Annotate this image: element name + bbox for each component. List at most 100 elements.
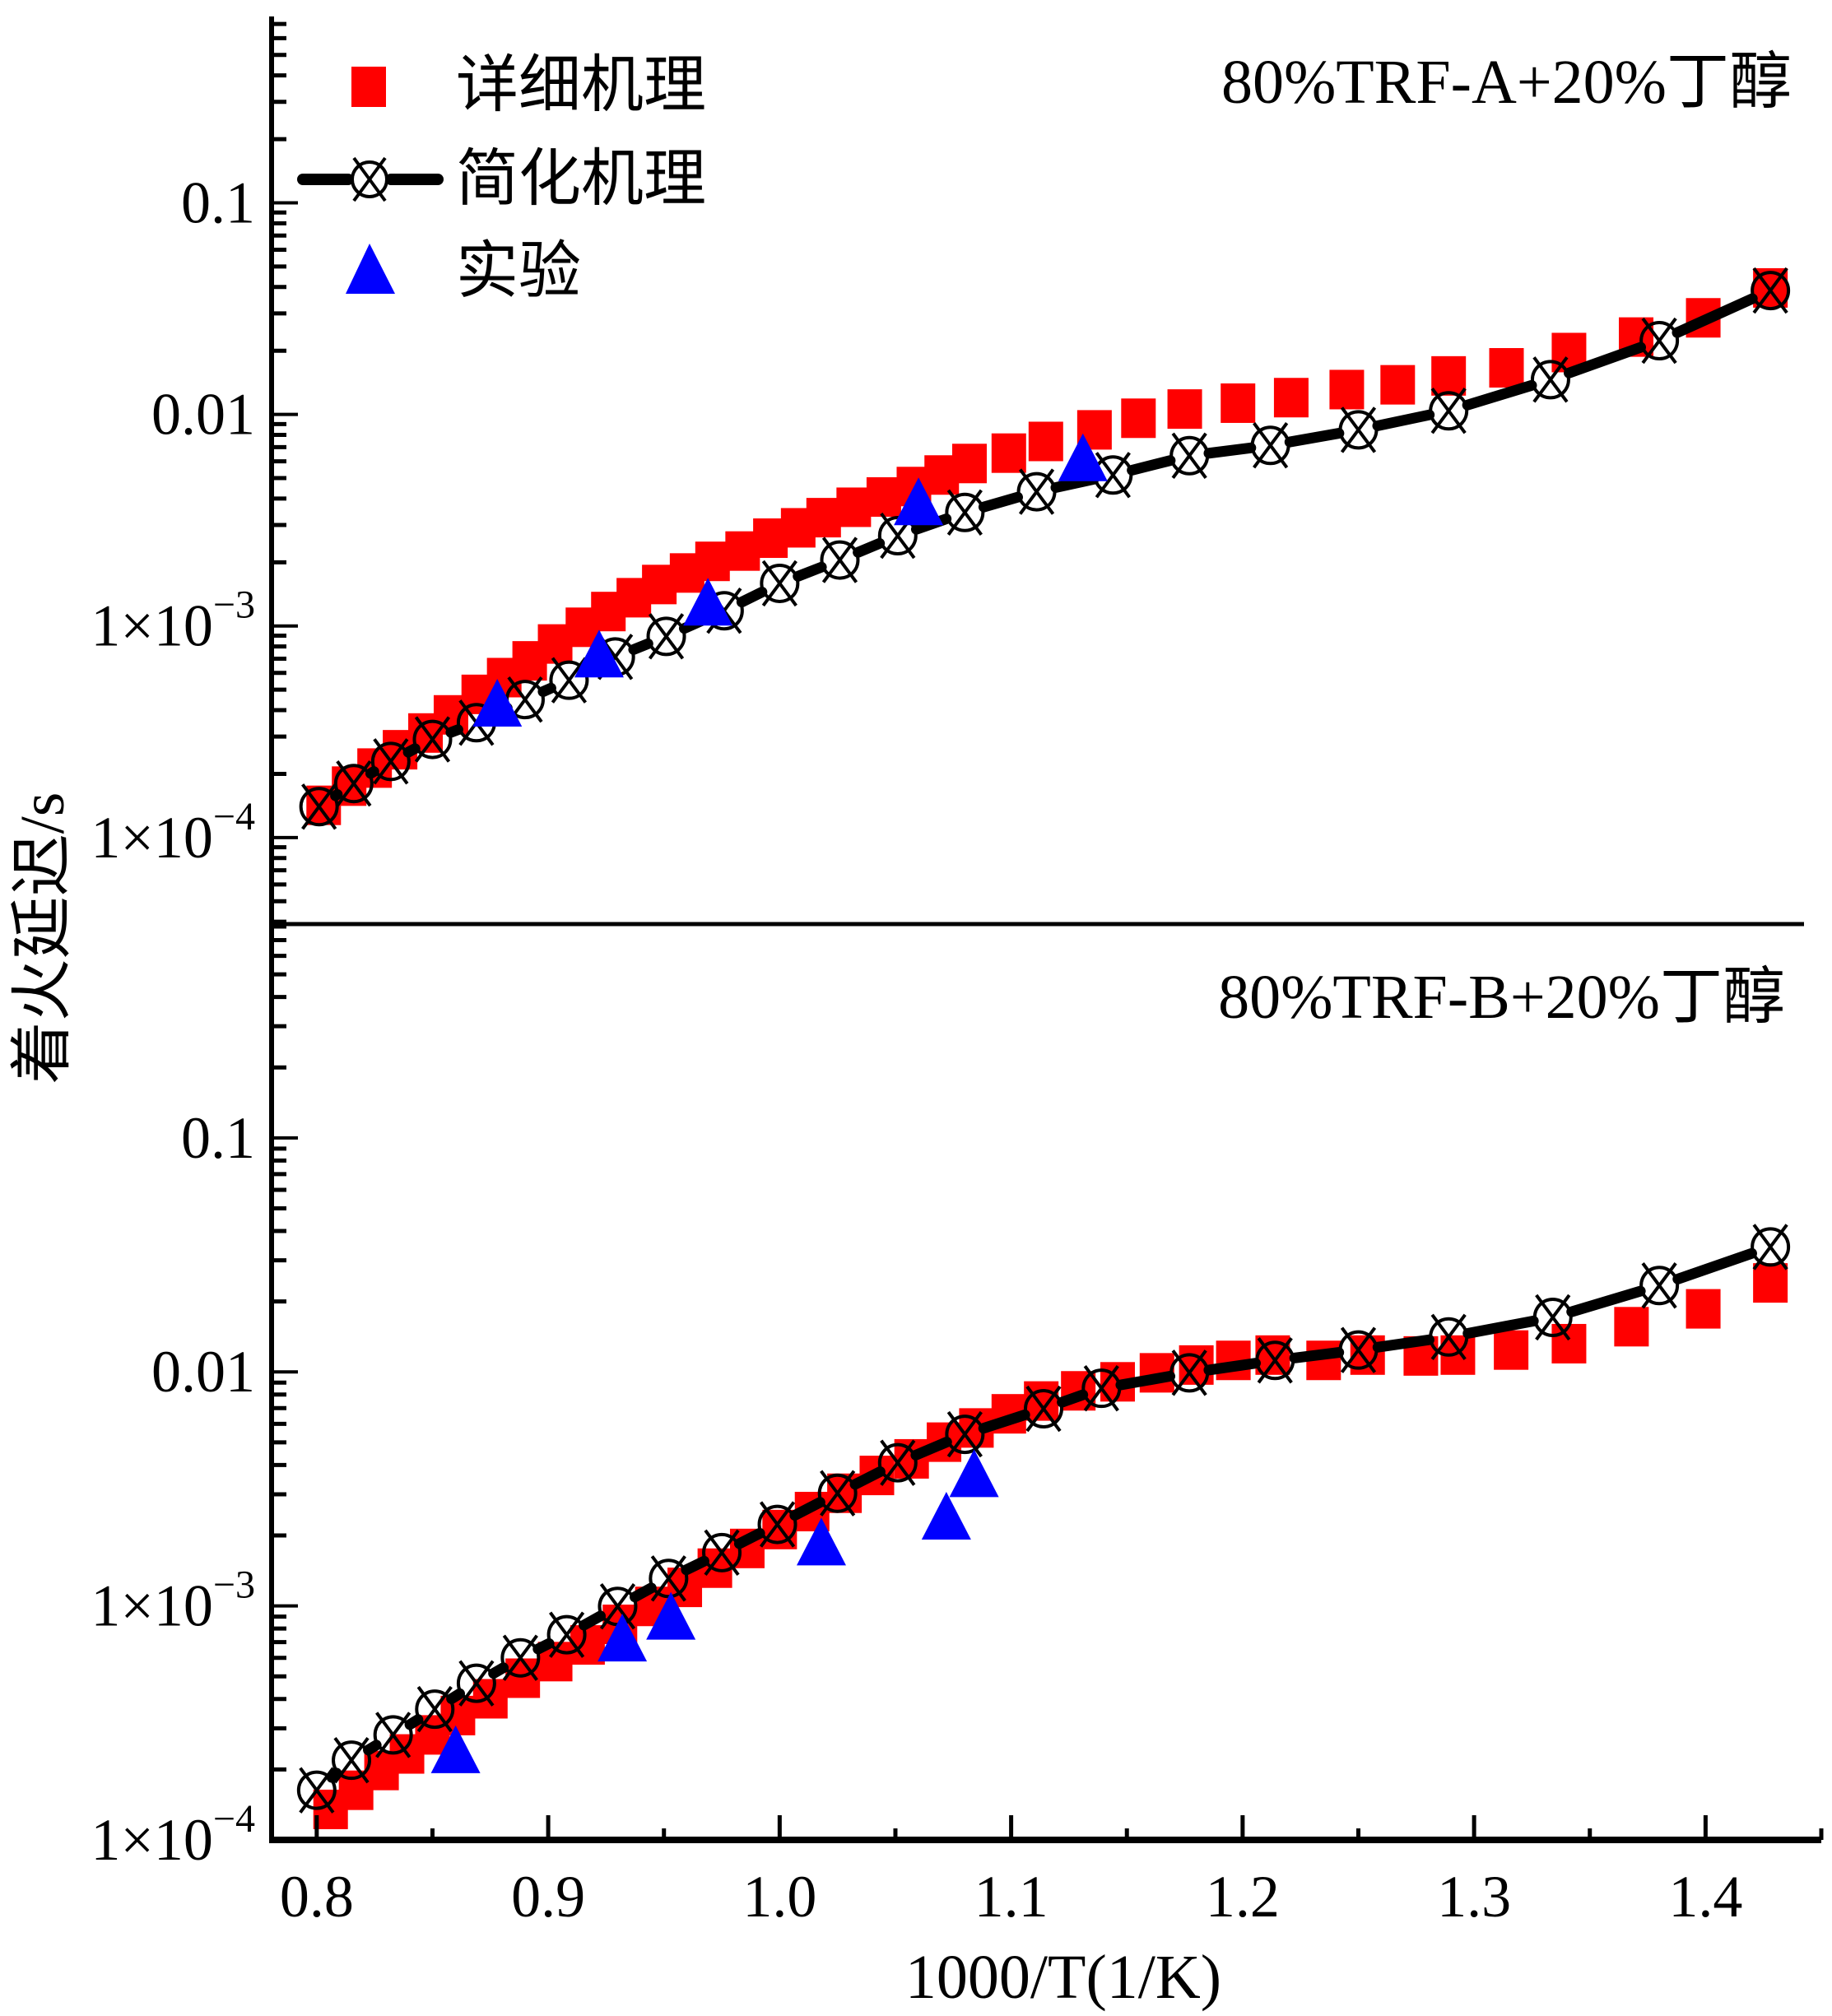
circle-x-marker: [456, 1660, 496, 1707]
line-segment: [488, 1662, 509, 1679]
triangle-marker: [430, 1725, 481, 1773]
x-tick-label: 1.1: [974, 1864, 1049, 1930]
square-marker: [836, 487, 872, 527]
marker-cross: [1752, 1224, 1788, 1270]
legend-item-reduced: 简化机理: [297, 145, 706, 214]
square-marker: [991, 433, 1026, 473]
circle-x-marker: [1255, 1337, 1295, 1384]
square-marker: [866, 476, 901, 517]
circle-x-marker: [1016, 468, 1057, 515]
marker-circle: [1255, 1340, 1295, 1381]
line-segment: [630, 1582, 657, 1603]
y-tick-label-exponent: −4: [213, 794, 255, 838]
square-marker: [1614, 1307, 1649, 1347]
marker-circle: [1532, 1297, 1573, 1337]
line-segment: [733, 1527, 765, 1549]
marker-circle: [1081, 1368, 1122, 1409]
marker-circle: [333, 764, 374, 804]
triangle-marker: [796, 1517, 846, 1566]
circle-x-marker: [1532, 1294, 1573, 1341]
marker-cross: [375, 1712, 412, 1758]
triangle-marker: [472, 678, 523, 727]
y-tick-label-base: 0.01: [151, 1339, 255, 1405]
marker-cross: [650, 1555, 686, 1602]
circle-x-marker: [415, 1685, 455, 1733]
line-segment: [1672, 293, 1758, 338]
marker-cross: [880, 1439, 916, 1486]
line-segment: [330, 789, 343, 801]
line-segment: [853, 537, 886, 558]
y-tick-label: 0.01: [151, 382, 255, 448]
square-marker: [1489, 348, 1524, 388]
circle-x-marker: [760, 560, 800, 607]
circle-x-marker: [412, 716, 453, 763]
series-experiment: [430, 1449, 999, 1773]
marker-cross: [1257, 1337, 1293, 1384]
square-marker: [1221, 383, 1256, 423]
triangle-marker: [683, 578, 733, 626]
y-tick-label: 1×10−4: [91, 794, 255, 871]
circle-x-marker: [757, 1501, 797, 1548]
y-tick-label: 0.01: [151, 1339, 255, 1405]
circle-x-marker: [500, 1634, 541, 1681]
marker-circle: [1751, 271, 1791, 311]
marker-cross: [1535, 1294, 1571, 1341]
marker-cross: [1340, 1326, 1377, 1373]
triangle-marker: [597, 1614, 648, 1662]
circle-x-marker: [1338, 1326, 1379, 1373]
circle-x-marker: [597, 1583, 638, 1630]
marker-circle: [1530, 360, 1570, 400]
x-tick-label: 0.9: [511, 1864, 585, 1930]
triangle-marker: [574, 629, 624, 678]
line-segment: [793, 561, 827, 582]
legend-label-experiment: 实验: [456, 237, 581, 306]
marker-cross: [820, 1470, 856, 1517]
marker-circle: [760, 563, 800, 603]
y-tick-label-base: 0.01: [151, 382, 255, 448]
line-segment: [1462, 1315, 1539, 1339]
square-marker: [1167, 389, 1202, 430]
marker-cross: [336, 760, 372, 807]
circle-x-marker: [702, 1529, 742, 1577]
square-marker: [1686, 1289, 1721, 1329]
circle-x-marker: [945, 1410, 985, 1458]
legend-square-marker: [351, 67, 386, 107]
line-segment: [1672, 1247, 1757, 1284]
triangle-marker: [949, 1449, 999, 1498]
circle-x-marker: [546, 1611, 587, 1658]
circle-x-marker: [945, 489, 985, 536]
marker-circle: [1169, 435, 1210, 476]
marker-cross: [416, 1685, 453, 1733]
square-marker: [1380, 365, 1416, 405]
marker-cross: [414, 716, 451, 763]
marker-cross: [704, 1529, 740, 1577]
square-marker: [1551, 1323, 1587, 1363]
line-segment: [1462, 379, 1537, 411]
panel-a-plot-area: [299, 267, 1791, 830]
series-reduced-mechanism-line: [326, 1247, 1757, 1783]
y-tick-label-base: 0.1: [181, 170, 255, 235]
line-segment: [849, 1466, 886, 1490]
line-segment: [1564, 341, 1647, 379]
marker-cross: [333, 1736, 370, 1784]
panel-b-plot-area: [296, 1224, 1791, 1829]
marker-cross: [946, 1410, 983, 1458]
x-tick-label: 1.2: [1206, 1864, 1280, 1930]
marker-cross: [373, 738, 409, 785]
circle-x-marker: [646, 613, 686, 660]
circle-x-marker: [373, 1712, 413, 1758]
triangle-marker: [921, 1491, 971, 1540]
circle-x-marker: [1751, 1224, 1791, 1270]
y-axis-title: 着火延迟/s: [8, 792, 77, 1085]
legend-circle-x-marker: [351, 156, 388, 202]
circle-x-marker: [820, 537, 860, 583]
marker-circle: [1250, 425, 1290, 466]
square-marker: [440, 1695, 476, 1735]
marker-circle: [1338, 410, 1379, 450]
y-tick-label-exponent: −3: [213, 583, 255, 626]
line-segment: [1203, 1358, 1261, 1376]
triangle-marker: [894, 477, 944, 526]
line-segment: [445, 724, 463, 738]
legend-label-detailed: 详细机理: [456, 51, 706, 120]
marker-circle: [370, 741, 411, 782]
